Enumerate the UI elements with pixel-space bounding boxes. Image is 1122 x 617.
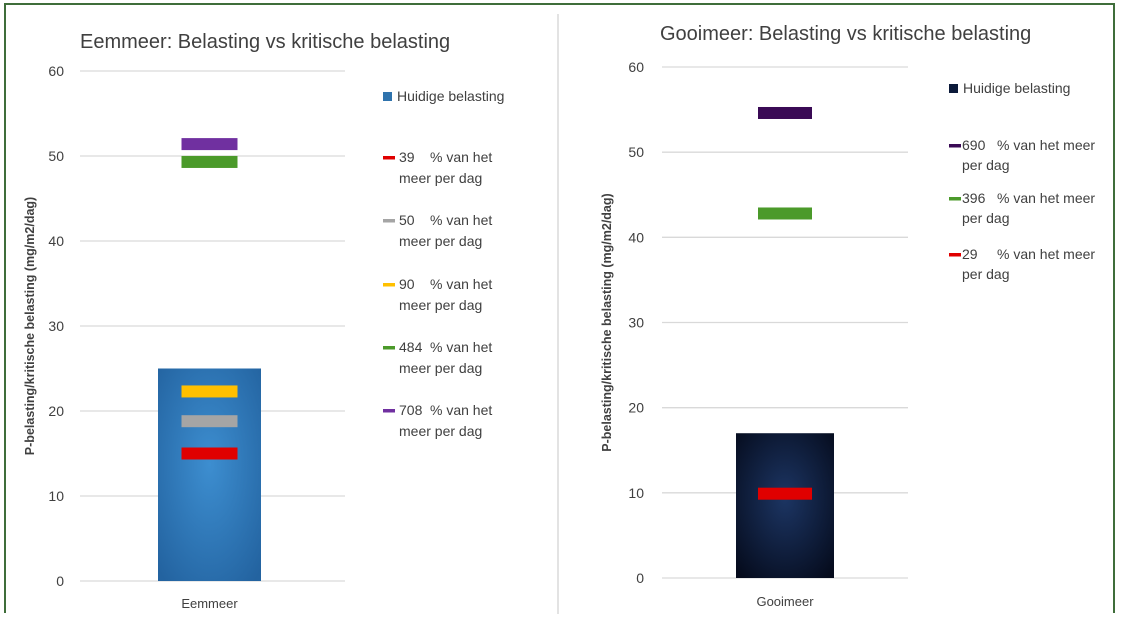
y-tick-label: 40 bbox=[628, 229, 644, 245]
legend-swatch-90 bbox=[383, 283, 395, 287]
legend-value-484: 484 bbox=[399, 339, 423, 355]
y-tick-label: 50 bbox=[48, 148, 64, 164]
marker-690 bbox=[758, 106, 812, 119]
legend-text-line1: % van het meer bbox=[997, 137, 1095, 153]
marker-29 bbox=[758, 487, 812, 500]
legend-text-line2: per dag bbox=[962, 157, 1009, 173]
y-tick-label: 30 bbox=[48, 318, 64, 334]
marker-50 bbox=[181, 415, 238, 428]
legend-text-line1: % van het bbox=[430, 339, 492, 355]
legend-text-line1: % van het meer bbox=[997, 246, 1095, 262]
legend-swatch-huidige-belasting bbox=[383, 92, 392, 101]
chart-title: Gooimeer: Belasting vs kritische belasti… bbox=[660, 23, 1031, 45]
chart-gooimeer: 0 10 20 30 40 50 60 Gooimeer: Belasting vs krit… bbox=[600, 23, 1095, 609]
bar-huidige-belasting bbox=[736, 433, 834, 578]
legend-text-line2: meer per dag bbox=[399, 297, 482, 313]
legend-value-39: 39 bbox=[399, 149, 415, 165]
chart-eemmeer: 0 10 20 30 40 50 60 Eemmeer: Belasting vs kriti… bbox=[23, 31, 504, 611]
legend-label-huidige-belasting: Huidige belasting bbox=[963, 80, 1070, 96]
legend-swatch-396 bbox=[949, 197, 961, 201]
marker-396 bbox=[758, 207, 812, 220]
y-tick-label: 20 bbox=[628, 400, 644, 416]
legend-value-90: 90 bbox=[399, 276, 415, 292]
y-tick-label: 40 bbox=[48, 233, 64, 249]
y-tick-label: 0 bbox=[636, 570, 644, 586]
legend-value-50: 50 bbox=[399, 212, 415, 228]
marker-39 bbox=[181, 447, 238, 460]
legend-text-line2: per dag bbox=[962, 210, 1009, 226]
y-tick-label: 10 bbox=[628, 485, 644, 501]
legend-text-line2: meer per dag bbox=[399, 423, 482, 439]
legend-text-line1: % van het bbox=[430, 402, 492, 418]
legend-text-line2: meer per dag bbox=[399, 233, 482, 249]
legend-value-690: 690 bbox=[962, 137, 986, 153]
x-category-label: Gooimeer bbox=[756, 594, 814, 609]
y-axis-label: P-belasting/kritische belasting (mg/m2/d… bbox=[600, 193, 614, 451]
legend-swatch-708 bbox=[383, 409, 395, 413]
marker-708 bbox=[181, 138, 238, 151]
legend-swatch-huidige-belasting bbox=[949, 84, 958, 93]
legend-text-line1: % van het bbox=[430, 149, 492, 165]
legend-text-line1: % van het bbox=[430, 276, 492, 292]
y-tick-label: 0 bbox=[56, 573, 64, 589]
legend-text-line2: meer per dag bbox=[399, 170, 482, 186]
y-tick-label: 30 bbox=[628, 315, 644, 331]
legend-swatch-29 bbox=[949, 253, 961, 257]
figure-frame bbox=[4, 3, 1115, 613]
bar-huidige-belasting bbox=[158, 368, 261, 581]
legend-text-line1: % van het meer bbox=[997, 190, 1095, 206]
panel-divider bbox=[557, 14, 559, 614]
legend-text-line1: % van het bbox=[430, 212, 492, 228]
marker-90 bbox=[181, 385, 238, 398]
legend: Huidige belasting 39 % van het meer per dag… bbox=[383, 88, 504, 439]
marker-484 bbox=[181, 155, 238, 168]
legend-swatch-39 bbox=[383, 156, 395, 160]
legend-text-line2: meer per dag bbox=[399, 360, 482, 376]
y-axis-label: P-belasting/kritische belasting (mg/m2/d… bbox=[23, 197, 37, 455]
legend-label-huidige-belasting: Huidige belasting bbox=[397, 88, 504, 104]
y-tick-label: 50 bbox=[628, 144, 644, 160]
legend-value-708: 708 bbox=[399, 402, 423, 418]
legend-value-396: 396 bbox=[962, 190, 986, 206]
y-tick-label: 10 bbox=[48, 488, 64, 504]
legend: Huidige belasting 690 % van het meer per da… bbox=[949, 80, 1095, 282]
y-tick-label: 60 bbox=[628, 59, 644, 75]
y-tick-label: 60 bbox=[48, 63, 64, 79]
legend-value-29: 29 bbox=[962, 246, 978, 262]
x-category-label: Eemmeer bbox=[181, 596, 238, 611]
legend-swatch-690 bbox=[949, 144, 961, 148]
y-tick-label: 20 bbox=[48, 403, 64, 419]
legend-swatch-50 bbox=[383, 219, 395, 223]
legend-swatch-484 bbox=[383, 346, 395, 350]
legend-text-line2: per dag bbox=[962, 266, 1009, 282]
chart-title: Eemmeer: Belasting vs kritische belastin… bbox=[80, 31, 450, 53]
